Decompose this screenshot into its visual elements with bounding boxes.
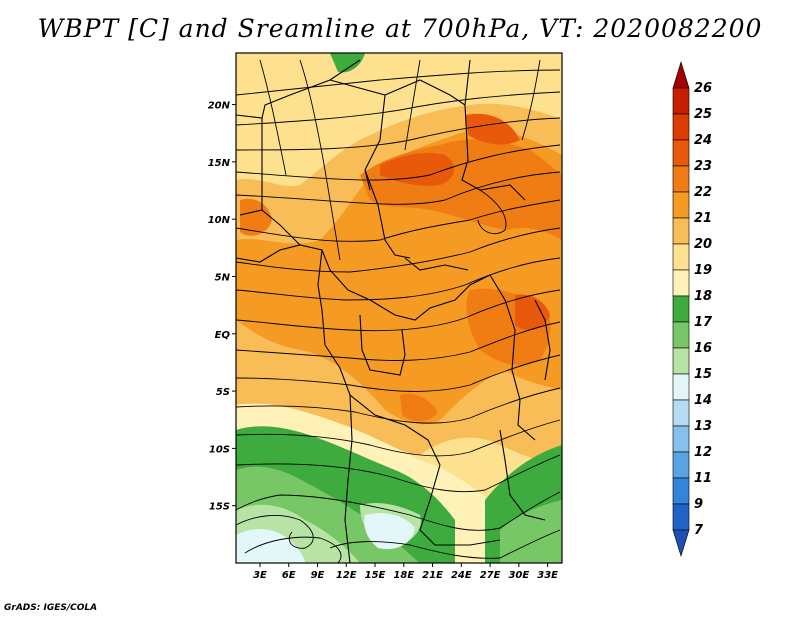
colorbar-swatch	[672, 139, 690, 167]
colorbar-label: 18	[694, 289, 712, 304]
streamline	[236, 227, 561, 273]
colorbar-label: 16	[694, 341, 712, 356]
wbpt-region-23	[380, 153, 455, 186]
streamline	[236, 199, 561, 242]
wbpt-region-14	[236, 528, 305, 563]
colorbar: 26 25 24 23 22 21 20 19 18 17 16 15 14 13 12 11 9 7	[672, 60, 713, 558]
streamline	[236, 289, 561, 332]
wbpt-field	[236, 53, 562, 563]
x-tick-label: 9E	[311, 570, 325, 581]
colorbar-label: 14	[694, 393, 712, 408]
y-tick-label: 10S	[209, 444, 230, 455]
wbpt-region-17-c	[330, 53, 365, 73]
y-axis: 20N 15N 10N 5N EQ 5S 10S 15S	[208, 101, 236, 513]
wbpt-region-22-d	[400, 393, 438, 422]
colorbar-label: 21	[694, 211, 712, 226]
x-tick-label: 33E	[537, 570, 558, 581]
country-borders	[236, 59, 551, 563]
streamline	[521, 59, 541, 141]
x-tick-label: 30E	[508, 570, 529, 581]
x-tick-label: 12E	[336, 570, 357, 581]
y-tick-label: 15S	[209, 502, 230, 513]
streamline	[244, 536, 342, 563]
streamline	[236, 69, 561, 96]
colorbar-swatch	[672, 87, 690, 115]
footer-credit: GrADS: IGES/COLA	[4, 603, 98, 613]
streamline	[236, 491, 561, 531]
colorbar-swatch	[672, 269, 690, 297]
colorbar-swatch	[672, 113, 690, 141]
colorbar-swatch	[672, 477, 690, 505]
streamline	[236, 171, 561, 205]
colorbar-swatch	[672, 191, 690, 219]
streamline	[236, 91, 561, 126]
x-tick-label: 18E	[393, 570, 414, 581]
colorbar-label: 26	[694, 81, 712, 96]
colorbar-swatch	[672, 399, 690, 427]
chart-title: WBPT [C] and Sreamline at 700hPa, VT: 20…	[37, 14, 763, 43]
colorbar-label: 9	[694, 497, 703, 512]
streamline	[236, 321, 561, 361]
colorbar-label: 13	[694, 419, 712, 434]
streamline	[404, 59, 421, 151]
colorbar-label: 25	[694, 107, 712, 122]
colorbar-label: 24	[694, 133, 712, 148]
streamline	[236, 354, 561, 392]
y-tick-label: 20N	[208, 101, 231, 112]
colorbar-label: 20	[694, 237, 712, 252]
plot-frame	[235, 52, 563, 564]
y-tick-label: 15N	[208, 158, 231, 169]
streamlines	[236, 59, 561, 563]
streamline	[236, 515, 314, 549]
x-axis: 3E 6E 9E 12E 15E 18E 21E 24E 27E 30E 33E	[253, 563, 558, 581]
colorbar-swatch	[672, 321, 690, 349]
x-tick-label: 6E	[282, 570, 296, 581]
x-tick-label: 27E	[480, 570, 501, 581]
x-tick-label: 15E	[365, 570, 386, 581]
wbpt-region-23-c	[515, 294, 550, 331]
colorbar-swatch	[672, 503, 690, 531]
y-tick-label: 5S	[216, 387, 230, 398]
colorbar-swatch	[672, 165, 690, 193]
colorbar-swatch	[672, 243, 690, 271]
colorbar-swatch	[672, 529, 690, 558]
colorbar-swatch	[672, 451, 690, 479]
colorbar-swatch	[672, 60, 690, 89]
y-tick-label: 10N	[208, 215, 231, 226]
colorbar-swatch	[672, 295, 690, 323]
colorbar-swatch	[672, 347, 690, 375]
streamline	[236, 144, 561, 181]
streamline	[236, 454, 561, 493]
wbpt-region-14-b	[364, 513, 415, 550]
colorbar-label: 19	[694, 263, 712, 278]
colorbar-label: 23	[694, 159, 712, 174]
colorbar-swatch	[672, 373, 690, 401]
streamline	[259, 59, 287, 176]
colorbar-label: 11	[694, 471, 712, 486]
streamline	[236, 419, 561, 457]
x-tick-label: 3E	[253, 570, 267, 581]
colorbar-label: 15	[694, 367, 712, 382]
y-tick-label: EQ	[215, 330, 231, 341]
colorbar-swatch	[672, 217, 690, 245]
x-tick-label: 21E	[422, 570, 443, 581]
x-tick-label: 24E	[451, 570, 472, 581]
colorbar-swatch	[672, 425, 690, 453]
wbpt-region-23-b	[465, 113, 520, 145]
y-tick-label: 5N	[215, 272, 231, 283]
colorbar-label: 22	[694, 185, 712, 200]
streamline	[329, 529, 561, 559]
colorbar-label: 7	[694, 523, 704, 538]
colorbar-label: 17	[694, 315, 713, 330]
wbpt-region-22-b	[240, 198, 272, 236]
streamline	[236, 117, 561, 151]
streamline	[236, 387, 561, 424]
streamline	[477, 189, 507, 234]
streamline	[236, 257, 561, 301]
colorbar-label: 12	[694, 445, 712, 460]
wbpt-region-16-b	[500, 500, 562, 563]
